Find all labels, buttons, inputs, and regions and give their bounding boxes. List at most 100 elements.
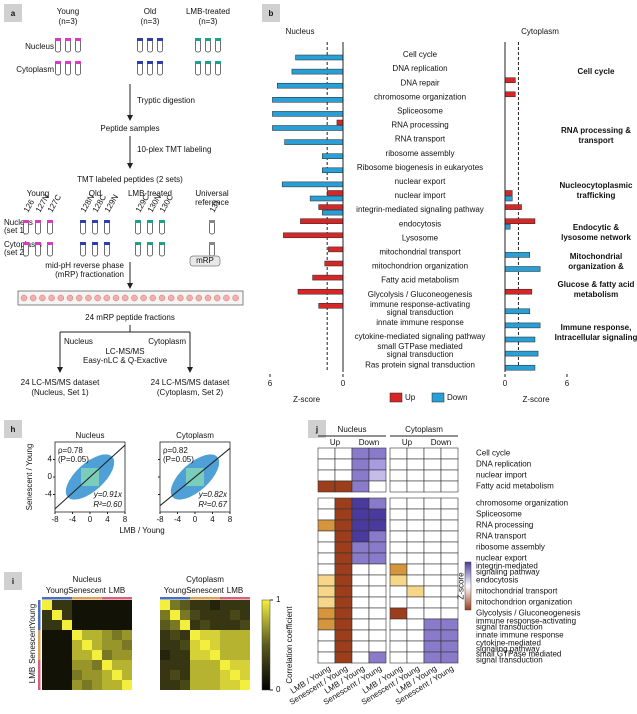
heatmap-cell bbox=[368, 596, 387, 609]
tmt-group: Universal bbox=[195, 189, 229, 198]
tube bbox=[137, 39, 143, 53]
dataset: 24 LC-MS/MS dataset bbox=[151, 378, 230, 387]
heatmap-cell bbox=[112, 640, 122, 650]
heatmap-cell bbox=[440, 447, 459, 460]
heatmap-cell bbox=[220, 620, 230, 630]
tube-cap bbox=[137, 61, 143, 64]
cytoplasm-group: Immune response, bbox=[561, 323, 632, 332]
heatmap-cell bbox=[92, 610, 102, 620]
bar bbox=[277, 82, 344, 89]
heatmap-cell bbox=[423, 585, 442, 598]
heatmap-cell bbox=[334, 497, 353, 510]
group-strip bbox=[38, 600, 41, 630]
x-tick-label: 4 bbox=[105, 515, 110, 524]
heatmap-cell bbox=[351, 651, 370, 664]
heatmap-cell bbox=[368, 574, 387, 587]
legend-label: Down bbox=[447, 393, 467, 402]
heatmap-cell bbox=[122, 610, 132, 620]
heatmap-cell bbox=[389, 519, 408, 532]
term-label: ribosome assembly bbox=[476, 543, 545, 552]
heatmap-cell bbox=[351, 530, 370, 543]
term-label: integrin-mediated bbox=[476, 562, 538, 571]
well bbox=[103, 294, 111, 302]
term-label: endocytosis bbox=[476, 576, 518, 585]
bar bbox=[272, 97, 344, 103]
tube-cap bbox=[135, 220, 141, 223]
term-label: immune response-activating bbox=[370, 300, 470, 309]
tube bbox=[55, 39, 61, 53]
x-tick-label: 0 bbox=[193, 515, 198, 524]
heatmap-cell bbox=[42, 610, 52, 620]
tube-cap bbox=[65, 61, 71, 64]
term-label: Spliceosome bbox=[476, 510, 522, 519]
heatmap-cell bbox=[112, 600, 122, 610]
tube bbox=[215, 39, 221, 53]
well bbox=[131, 294, 138, 302]
heatmap-cell bbox=[351, 447, 370, 460]
heatmap-cell bbox=[317, 469, 336, 482]
panel-letter-box bbox=[4, 420, 22, 438]
dataset: (Nucleus, Set 1) bbox=[31, 388, 89, 397]
tube bbox=[35, 243, 41, 257]
bar bbox=[336, 119, 344, 126]
x-tick-label: 0 bbox=[88, 515, 93, 524]
heatmap-cell bbox=[317, 497, 336, 510]
heatmap-cell bbox=[122, 630, 132, 640]
heatmap-cell bbox=[112, 660, 122, 670]
group-strip bbox=[160, 597, 190, 600]
heatmap-cell bbox=[220, 640, 230, 650]
x-axis-label: LMB / Young bbox=[119, 526, 164, 535]
heatmap-cell bbox=[351, 607, 370, 620]
lcms: LC-MS/MS bbox=[105, 347, 144, 356]
tube-cap bbox=[159, 242, 165, 245]
heatmap-cell bbox=[82, 620, 92, 630]
heatmap-cell bbox=[368, 629, 387, 642]
tube bbox=[80, 221, 86, 235]
tube bbox=[135, 243, 141, 257]
heatmap-cell bbox=[317, 541, 336, 554]
heatmap-cell bbox=[406, 596, 425, 609]
term-label: DNA replication bbox=[476, 460, 531, 469]
heatmap-cell bbox=[423, 618, 442, 631]
heatmap-cell bbox=[368, 563, 387, 576]
heatmap-cell bbox=[220, 670, 230, 680]
heatmap-cell bbox=[389, 651, 408, 664]
tube-cap bbox=[47, 242, 53, 245]
heatmap-cell bbox=[389, 530, 408, 543]
heatmap-cell bbox=[406, 563, 425, 576]
heatmap-cell bbox=[102, 620, 112, 630]
panel-letter: h bbox=[11, 425, 16, 434]
heatmap-cell bbox=[170, 650, 180, 660]
heatmap-cell bbox=[200, 680, 210, 690]
heatmap-cell bbox=[240, 640, 250, 650]
heatmap-cell bbox=[317, 563, 336, 576]
bar bbox=[297, 288, 344, 295]
tube bbox=[75, 62, 81, 76]
heatmap-cell bbox=[406, 530, 425, 543]
tube-cap bbox=[55, 38, 61, 41]
fit-line bbox=[55, 444, 125, 510]
heatmap-cell bbox=[160, 640, 170, 650]
heatmap-cell bbox=[351, 596, 370, 609]
heatmap-cell bbox=[334, 596, 353, 609]
heatmap-cell bbox=[92, 620, 102, 630]
heatmap-cell bbox=[230, 620, 240, 630]
term-label: innate immune response bbox=[476, 631, 564, 640]
heatmap-cell bbox=[220, 680, 230, 690]
tube-cap bbox=[23, 242, 29, 245]
bar bbox=[504, 266, 541, 272]
heatmap-cell bbox=[210, 680, 220, 690]
tube-cap bbox=[80, 220, 86, 223]
heatmap-cell bbox=[389, 607, 408, 620]
heatmap-cell bbox=[220, 660, 230, 670]
term-label: chromosome organization bbox=[374, 92, 466, 101]
heatmap-cell bbox=[406, 640, 425, 653]
y-tick-label: -4 bbox=[45, 490, 53, 499]
bar bbox=[309, 195, 344, 202]
heatmap-cell bbox=[200, 630, 210, 640]
group-strip bbox=[72, 597, 102, 600]
heatmap-cell bbox=[72, 660, 82, 670]
tube bbox=[65, 62, 71, 76]
panel-letter: a bbox=[11, 9, 16, 18]
panel-letter-box bbox=[262, 4, 280, 22]
